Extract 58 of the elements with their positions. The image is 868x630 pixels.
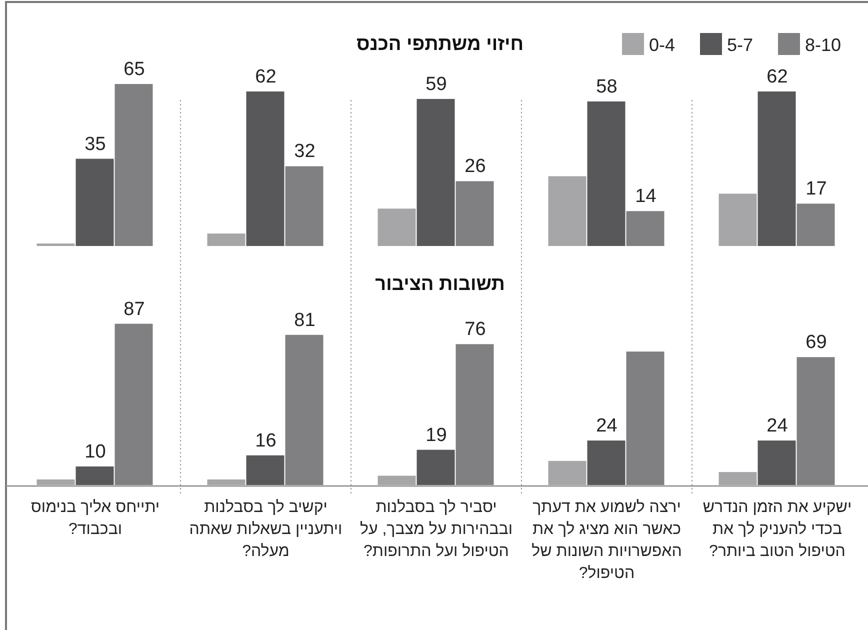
bar [285,166,324,246]
bar [285,334,324,485]
data-label: 10 [84,441,106,462]
data-label: 19 [426,424,447,446]
x-tick-label: ישקיע את הזמן הנדרש בכדי להעניק לך את הטיפול הטוב ביותר? [702,498,853,562]
data-label: 69 [806,332,827,354]
bar [758,91,796,246]
bar [587,440,626,485]
data-label: 62 [766,66,788,88]
data-label: 59 [426,74,447,95]
x-tick-label: יתייחס אליך בנימוס ובכבוד? [30,498,161,540]
bar [626,352,664,485]
x-tick-label: ירצה לשמוע את דעתך כאשר הוא מציג לך את האפשרויות השונות של הטיפול? [530,498,683,584]
bar [416,450,455,485]
data-label: 32 [294,141,316,162]
bar [587,101,626,246]
data-label: 24 [596,416,618,437]
bar [548,460,586,485]
data-label: 87 [124,298,145,320]
bar [378,476,416,485]
data-label: 24 [766,416,788,437]
data-label: 26 [464,156,486,178]
bar [456,181,494,246]
bar [796,357,835,485]
bar [378,208,416,246]
data-label: 17 [806,178,827,200]
bar [548,176,586,246]
bar [246,455,284,485]
data-label: 65 [124,59,145,80]
bar [207,234,246,246]
bar [718,472,757,485]
bar [76,158,114,246]
bar [207,479,246,485]
bar [416,98,455,246]
bar [456,344,494,485]
data-label: 62 [255,66,276,88]
bar [718,194,757,246]
data-label: 58 [596,76,618,98]
x-tick-label: יסביר לך בסבלנות ובבהירות על מצבך, על הטיפול ועל התרופות? [358,498,514,562]
bar [114,84,153,246]
legend-label: 5-7 [727,35,754,55]
bar [114,324,153,485]
bar [76,466,114,485]
x-tick-label: יקשיב לך בסבלנות ויתעניין בשאלות שאתה מעלה? [188,498,344,562]
bar [246,91,284,246]
chart-title: תשובות הציבור [375,274,505,295]
legend-label: 0-4 [649,35,676,55]
bar [36,479,75,485]
data-label: 14 [635,186,657,208]
legend-label: 8-10 [805,35,842,55]
bar [758,440,796,485]
bar [626,211,664,246]
chart-title: חיזוי משתתפי הכנס [356,34,524,55]
data-label: 76 [464,319,486,340]
data-label: 81 [294,310,316,331]
data-label: 16 [255,430,276,452]
bar [796,204,835,246]
data-label: 35 [84,134,106,155]
